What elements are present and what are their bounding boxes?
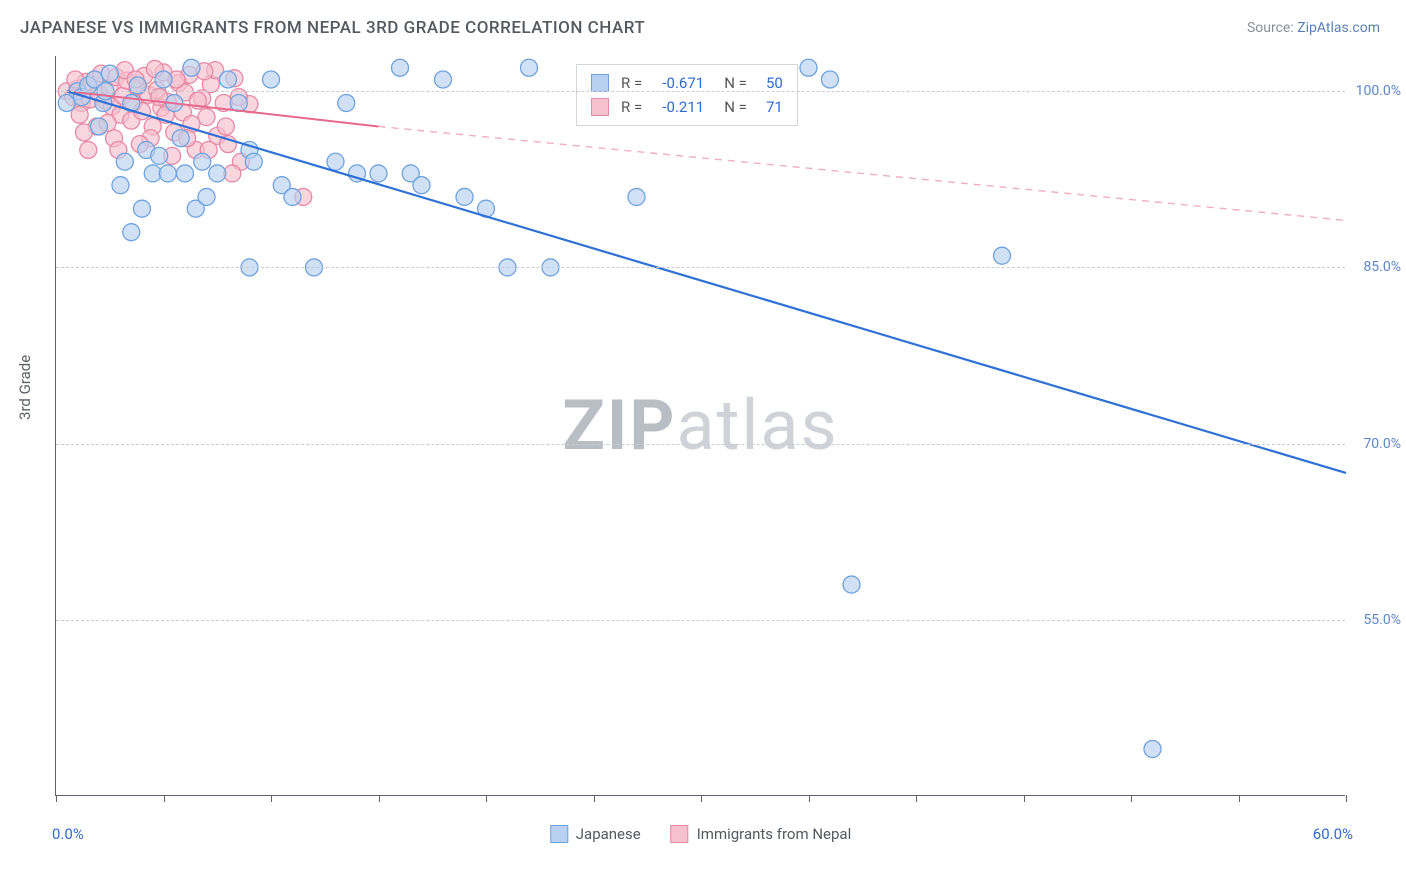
trend-line bbox=[379, 126, 1347, 220]
scatter-point bbox=[456, 188, 473, 205]
legend-stat-row: R = -0.211 N = 71 bbox=[591, 95, 783, 119]
scatter-point bbox=[134, 200, 151, 217]
scatter-point bbox=[327, 153, 344, 170]
scatter-point bbox=[822, 71, 839, 88]
source-attribution: Source: ZipAtlas.com bbox=[1247, 20, 1380, 36]
scatter-point bbox=[198, 188, 215, 205]
x-tick-mark bbox=[916, 795, 917, 802]
scatter-point bbox=[116, 153, 133, 170]
scatter-point bbox=[101, 65, 118, 82]
scatter-point bbox=[392, 59, 409, 76]
y-axis-title: 3rd Grade bbox=[16, 355, 34, 420]
swatch-icon bbox=[591, 74, 609, 92]
stat-n-value: 71 bbox=[753, 95, 783, 119]
scatter-point bbox=[220, 71, 237, 88]
scatter-point bbox=[172, 130, 189, 147]
scatter-point bbox=[183, 59, 200, 76]
scatter-point bbox=[112, 177, 129, 194]
x-tick-mark bbox=[1346, 795, 1347, 802]
gridline-h bbox=[56, 444, 1345, 445]
scatter-point bbox=[159, 165, 176, 182]
x-tick-mark bbox=[594, 795, 595, 802]
scatter-point bbox=[123, 224, 140, 241]
y-tick-label: 55.0% bbox=[1351, 612, 1401, 628]
scatter-point bbox=[994, 247, 1011, 264]
scatter-point bbox=[435, 71, 452, 88]
legend-label-japanese: Japanese bbox=[576, 825, 641, 843]
legend-item-nepal: Immigrants from Nepal bbox=[671, 825, 852, 843]
chart-title: JAPANESE VS IMMIGRANTS FROM NEPAL 3RD GR… bbox=[20, 18, 645, 38]
source-link[interactable]: ZipAtlas.com bbox=[1297, 20, 1380, 36]
gridline-h bbox=[56, 91, 1345, 92]
scatter-point bbox=[245, 153, 262, 170]
x-axis-min-label: 0.0% bbox=[52, 825, 84, 843]
scatter-point bbox=[151, 147, 168, 164]
scatter-point bbox=[230, 94, 247, 111]
scatter-point bbox=[628, 188, 645, 205]
scatter-point bbox=[263, 71, 280, 88]
scatter-point bbox=[413, 177, 430, 194]
source-prefix: Source: bbox=[1247, 20, 1297, 36]
x-tick-mark bbox=[486, 795, 487, 802]
trend-line bbox=[67, 91, 1346, 473]
plot-area: ZIPatlas R = -0.671 N = 50 R = -0.211 N … bbox=[55, 56, 1345, 796]
scatter-point bbox=[1144, 741, 1161, 758]
scatter-point bbox=[521, 59, 538, 76]
scatter-point bbox=[370, 165, 387, 182]
scatter-point bbox=[338, 94, 355, 111]
gridline-h bbox=[56, 267, 1345, 268]
stat-r-value: -0.211 bbox=[648, 95, 704, 119]
x-axis-max-label: 60.0% bbox=[1313, 825, 1353, 843]
y-tick-label: 70.0% bbox=[1351, 436, 1401, 452]
x-tick-mark bbox=[379, 795, 380, 802]
swatch-nepal bbox=[671, 825, 689, 843]
scatter-point bbox=[209, 165, 226, 182]
scatter-point bbox=[155, 71, 172, 88]
y-tick-label: 100.0% bbox=[1351, 83, 1401, 99]
y-tick-label: 85.0% bbox=[1351, 259, 1401, 275]
chart-svg bbox=[56, 56, 1345, 795]
legend-item-japanese: Japanese bbox=[550, 825, 641, 843]
swatch-japanese bbox=[550, 825, 568, 843]
scatter-point bbox=[91, 118, 108, 135]
legend-label-nepal: Immigrants from Nepal bbox=[697, 825, 852, 843]
stat-r-label: R = bbox=[621, 95, 642, 119]
x-tick-mark bbox=[701, 795, 702, 802]
scatter-point bbox=[177, 165, 194, 182]
x-tick-mark bbox=[1239, 795, 1240, 802]
swatch-icon bbox=[591, 98, 609, 116]
scatter-point bbox=[800, 59, 817, 76]
x-tick-mark bbox=[809, 795, 810, 802]
scatter-point bbox=[198, 109, 215, 126]
scatter-point bbox=[284, 188, 301, 205]
scatter-point bbox=[194, 153, 211, 170]
correlation-legend: R = -0.671 N = 50 R = -0.211 N = 71 bbox=[576, 64, 798, 126]
x-tick-mark bbox=[1131, 795, 1132, 802]
x-tick-mark bbox=[271, 795, 272, 802]
series-legend: Japanese Immigrants from Nepal bbox=[550, 825, 851, 843]
x-tick-mark bbox=[1024, 795, 1025, 802]
scatter-point bbox=[80, 141, 97, 158]
gridline-h bbox=[56, 620, 1345, 621]
stat-n-label: N = bbox=[724, 95, 747, 119]
x-tick-mark bbox=[56, 795, 57, 802]
x-tick-mark bbox=[164, 795, 165, 802]
scatter-point bbox=[217, 118, 234, 135]
scatter-point bbox=[843, 576, 860, 593]
